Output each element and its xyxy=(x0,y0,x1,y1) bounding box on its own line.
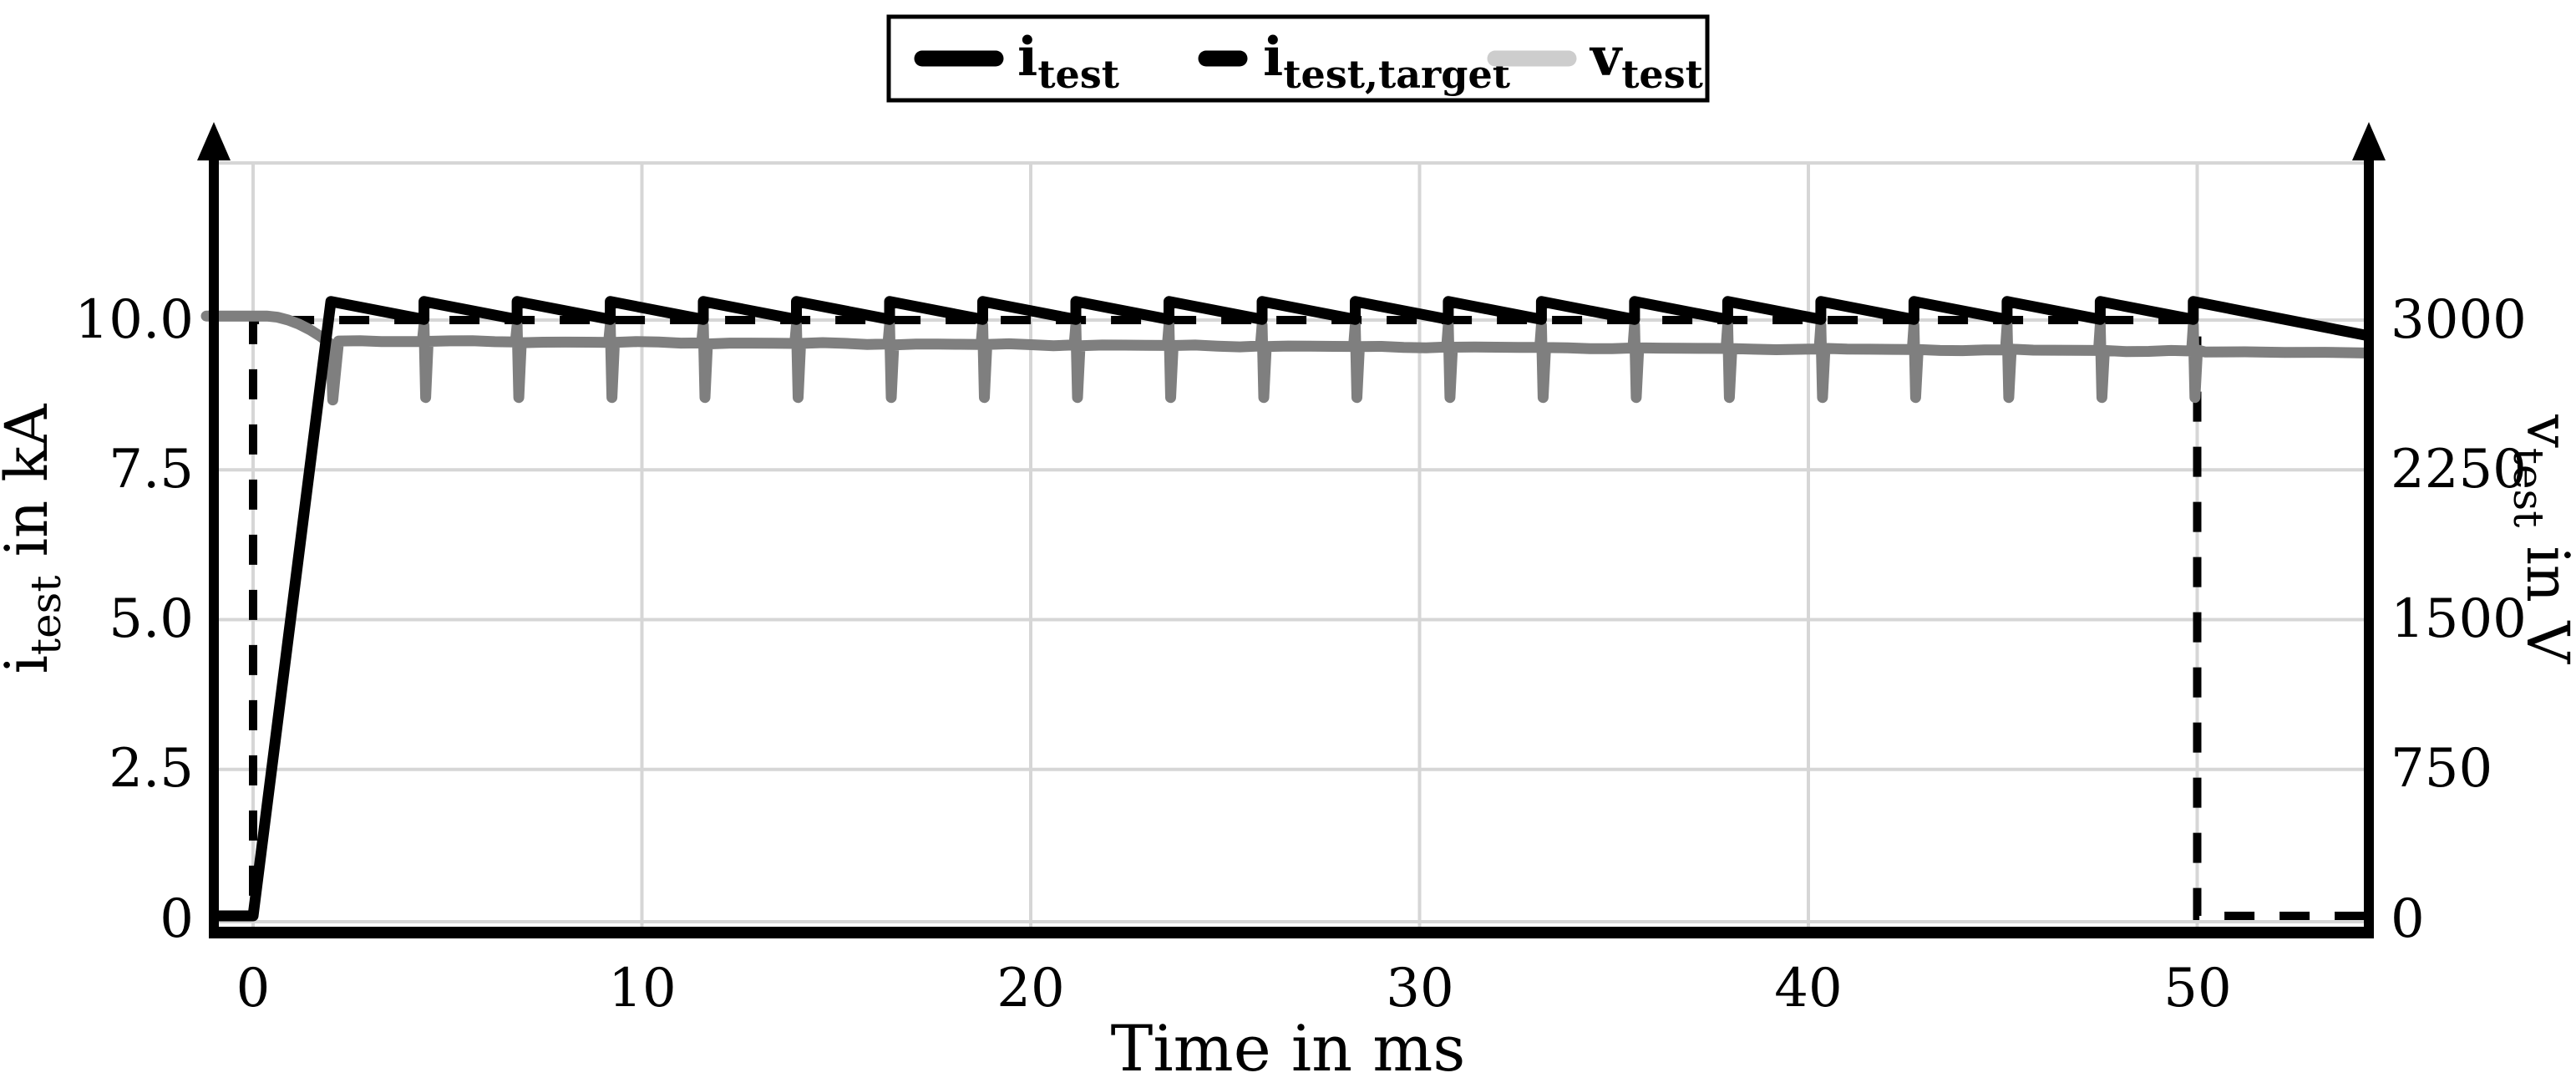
legend-item-i-test-target: itest,target xyxy=(1198,26,1511,97)
y-left-tick-label: 7.5 xyxy=(109,439,194,501)
y-left-tick-labels: 10.0 7.5 5.0 2.5 0 xyxy=(75,289,195,950)
y-right-tick-label: 1500 xyxy=(2391,588,2527,650)
y-right-tick-label: 750 xyxy=(2391,738,2492,800)
y-left-tick-label: 0 xyxy=(160,888,194,950)
legend-label-v-test: vtest xyxy=(1589,26,1704,97)
y-right-axis-title: vtest in V xyxy=(2504,414,2576,664)
x-tick-label: 40 xyxy=(1774,958,1842,1019)
gridlines xyxy=(219,163,2366,927)
y-right-tick-labels: 3000 2250 1500 750 0 xyxy=(2391,289,2527,950)
legend-label-i-test-target: itest,target xyxy=(1263,26,1511,97)
y-left-tick-label: 2.5 xyxy=(109,738,194,800)
right-spine xyxy=(2364,155,2374,938)
legend-label-i-test: itest xyxy=(1017,26,1120,97)
x-tick-label: 10 xyxy=(608,958,676,1019)
x-tick-label: 20 xyxy=(996,958,1064,1019)
legend: itest itest,target vtest xyxy=(886,14,1710,103)
y-right-tick-label: 2250 xyxy=(2391,439,2527,501)
legend-item-v-test: vtest xyxy=(1487,26,1704,97)
bottom-spine xyxy=(209,927,2374,938)
y-right-tick-label: 0 xyxy=(2391,888,2425,950)
x-tick-label: 30 xyxy=(1386,958,1453,1019)
v-test-line xyxy=(200,310,2371,406)
x-tick-label: 50 xyxy=(2163,958,2231,1019)
left-spine xyxy=(209,155,219,938)
i-test-line xyxy=(213,296,2371,922)
right-axis-arrow-icon xyxy=(2352,122,2386,160)
y-right-tick-label: 3000 xyxy=(2391,289,2527,351)
legend-item-i-test: itest xyxy=(914,26,1120,97)
y-left-tick-label: 10.0 xyxy=(75,289,195,351)
x-axis-title: Time in ms xyxy=(1111,1011,1466,1085)
x-tick-labels: 0 10 20 30 40 50 xyxy=(236,958,2232,1019)
y-left-axis-title: itest in kA xyxy=(0,403,70,674)
x-tick-label: 0 xyxy=(236,958,271,1019)
left-axis-arrow-icon xyxy=(197,122,231,160)
y-left-tick-label: 5.0 xyxy=(109,588,194,650)
